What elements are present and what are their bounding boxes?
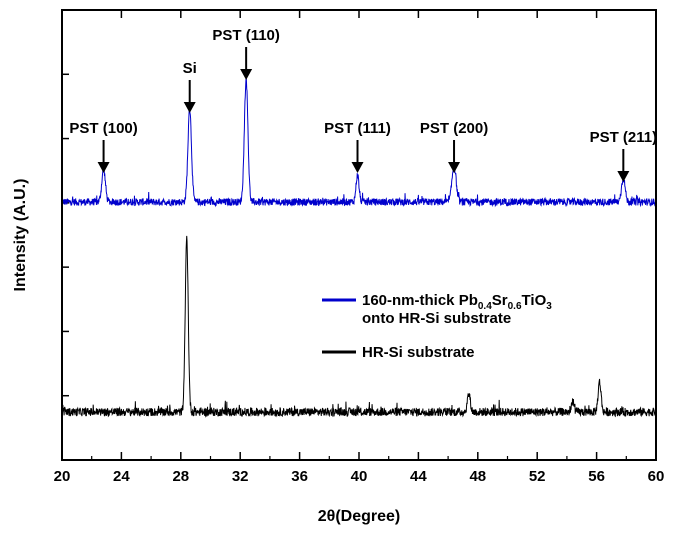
series-layer (61, 75, 657, 418)
series-line-2 (61, 235, 657, 418)
peak-label: PST (100) (69, 120, 137, 137)
legend-label: HR-Si substrate (362, 344, 475, 361)
peak-label: Si (183, 60, 197, 77)
peak-arrow-head (617, 171, 630, 182)
x-tick-label: 52 (529, 468, 546, 485)
x-tick-label: 44 (410, 468, 427, 485)
x-tick-label: 56 (588, 468, 605, 485)
peak-label: PST (200) (420, 120, 488, 137)
x-tick-label: 36 (291, 468, 308, 485)
peak-arrow-head (183, 102, 196, 113)
peak-label: PST (110) (212, 27, 280, 44)
x-axis-title: 2θ(Degree) (318, 508, 400, 525)
axes-layer: 20 24 28 32 36 40 44 48 52 56 60 (54, 10, 665, 485)
peak-label: PST (111) (324, 120, 391, 137)
plot-frame (61, 9, 657, 461)
legend-label: 160-nm-thick Pb0.4Sr0.6TiO3 (362, 292, 552, 312)
peak-arrow-head (351, 162, 364, 173)
x-tick-label: 48 (469, 468, 486, 485)
peak-label: PST (211) (590, 129, 658, 146)
x-tick-label: 40 (351, 468, 368, 485)
x-tick-label: 20 (54, 468, 71, 485)
series-line-1 (61, 75, 657, 208)
y-axis-title: Intensity (A.U.) (12, 179, 29, 292)
peak-arrow-head (240, 69, 253, 80)
x-tick-label: 60 (648, 468, 665, 485)
x-tick-label: 24 (113, 468, 130, 485)
annotation-layer: PST (100) Si PST (110) PST (111) PST (200) PS… (69, 27, 657, 182)
peak-arrow-head (97, 162, 110, 173)
x-tick-label: 28 (172, 468, 189, 485)
peak-arrow-head (448, 162, 461, 173)
x-tick-label: 32 (232, 468, 249, 485)
legend-label-line2: onto HR-Si substrate (362, 310, 511, 327)
